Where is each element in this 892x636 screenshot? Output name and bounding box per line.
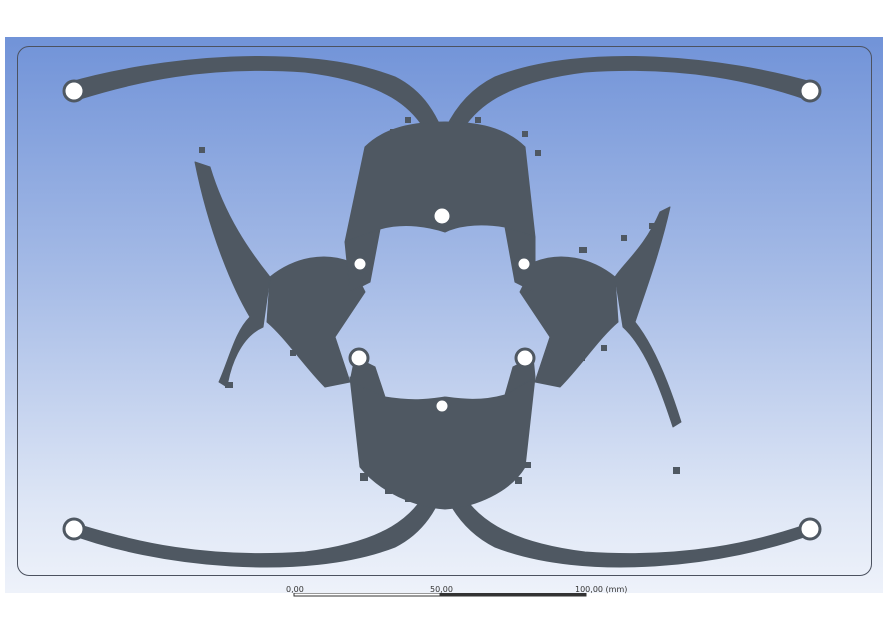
pixel-fragment [535, 150, 541, 156]
hole-center-top [431, 205, 453, 227]
pixel-fragment [601, 345, 607, 351]
top-right-arm [441, 55, 816, 140]
pixel-fragment [522, 131, 528, 137]
scale-bar-segment [439, 592, 587, 597]
pixel-fragment [525, 462, 531, 468]
hole-bottom-left [62, 517, 86, 541]
plate-outline [17, 46, 872, 576]
hole-right-upper [515, 255, 533, 273]
hole-left-lower [348, 347, 370, 369]
pixel-fragment [405, 495, 412, 502]
hole-bottom-right [798, 517, 822, 541]
scale-bar-segment [293, 592, 441, 597]
pixel-fragment [290, 350, 296, 356]
scale-ruler: 0,00 50,00 100,00 (mm) [0, 585, 892, 632]
pixel-fragment [579, 355, 585, 361]
hole-right-lower [514, 347, 536, 369]
hole-top-right [798, 79, 822, 103]
optimized-model[interactable] [5, 37, 883, 593]
hole-top-left [62, 79, 86, 103]
central-lower-body [349, 376, 536, 510]
bottom-right-arm [441, 484, 816, 568]
pixel-fragment [673, 467, 680, 474]
pixel-fragment [515, 477, 522, 484]
bottom-left-arm [66, 484, 446, 568]
pixel-fragment [621, 235, 627, 241]
scale-label-50: 50,00 [430, 585, 453, 594]
right-node [519, 256, 619, 388]
pixel-fragment [225, 382, 233, 388]
pixel-fragment [475, 117, 481, 123]
right-diagonal-strut [614, 206, 682, 428]
pixel-fragment [490, 485, 497, 492]
top-left-arm [66, 55, 446, 140]
hole-center-bottom [433, 397, 451, 415]
pixel-fragment [325, 372, 331, 378]
central-upper-body [344, 121, 536, 243]
pixel-fragment [595, 267, 601, 273]
scale-label-0: 0,00 [286, 585, 304, 594]
pixel-fragment [405, 117, 411, 123]
left-node [266, 256, 366, 388]
pixel-fragment [579, 247, 587, 253]
pixel-fragment [390, 129, 396, 135]
pixel-fragment [199, 147, 205, 153]
scale-label-100: 100,00 (mm) [575, 585, 628, 594]
pixel-fragment [385, 487, 392, 494]
pixel-fragment [649, 223, 657, 229]
left-diagonal-strut [194, 161, 271, 388]
pixel-fragment [360, 473, 368, 481]
hole-left-upper [351, 255, 369, 273]
graphics-viewport[interactable] [5, 37, 883, 593]
